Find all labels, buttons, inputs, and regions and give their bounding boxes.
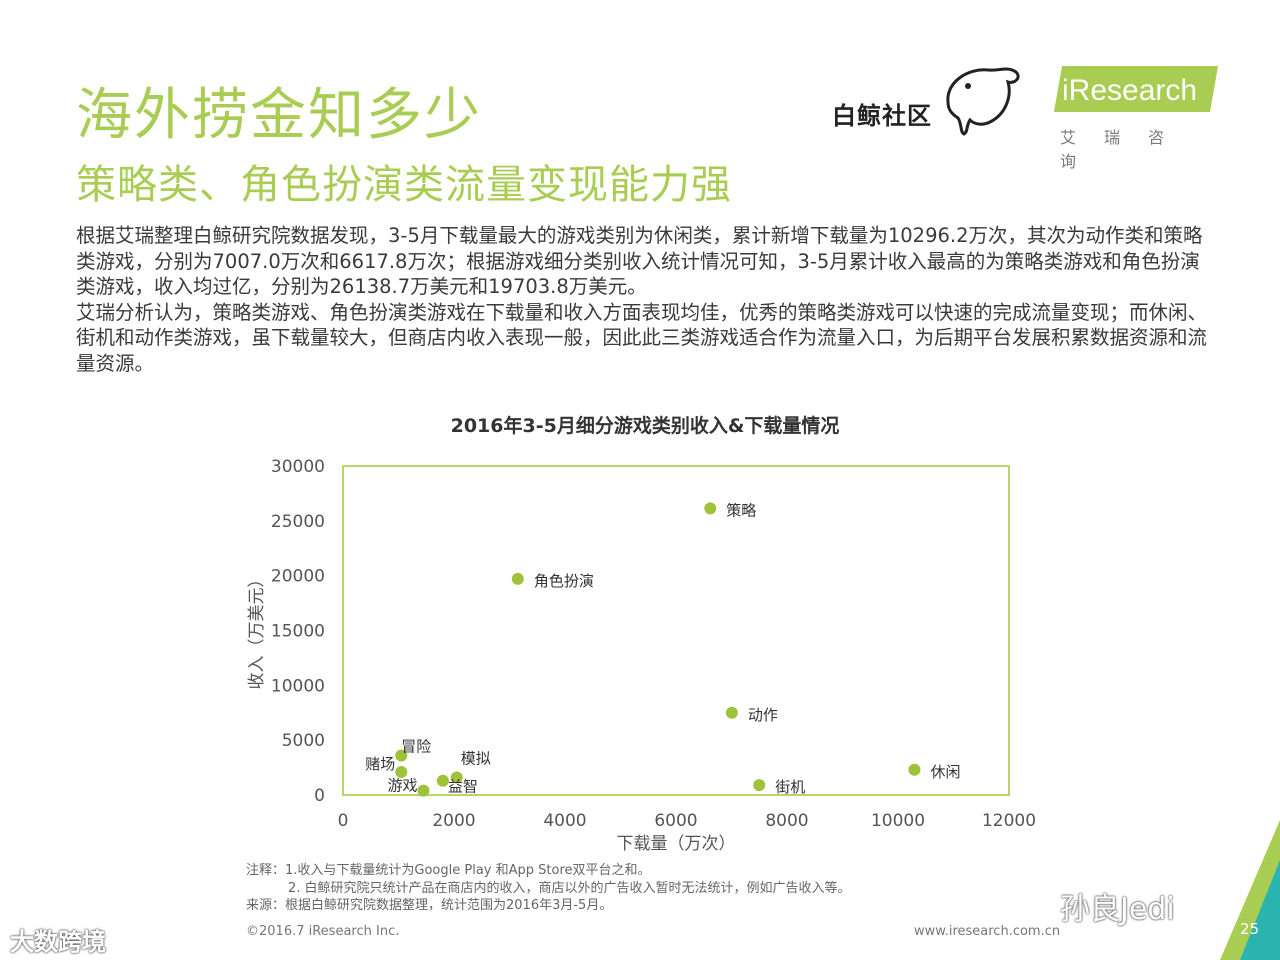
plot-frame	[342, 465, 1010, 796]
y-tick-label: 10000	[271, 676, 325, 696]
data-point-label: 模拟	[461, 749, 491, 767]
data-point	[450, 771, 463, 784]
x-tick-label: 8000	[765, 811, 808, 831]
data-point-label: 策略	[726, 501, 756, 519]
y-axis-ticks: 0 5000 10000 15000 20000 25000 30000	[271, 457, 325, 806]
baijing-logo: 白鲸社区	[832, 62, 1032, 140]
data-point	[395, 765, 408, 778]
scatter-chart: 2016年3-5月细分游戏类别收入&下载量情况 0 5000 10000 15000 2…	[247, 414, 1036, 854]
x-axis-ticks: 0 2000 4000 6000 8000 10000 12000	[338, 811, 1036, 831]
iresearch-logo: iResearch 艾瑞咨询	[1053, 66, 1219, 171]
data-point-label: 益智	[448, 778, 478, 796]
baijing-logo-text: 白鲸社区	[832, 102, 932, 130]
body-text: 根据艾瑞整理白鲸研究院数据发现，3-5月下载量最大的游戏类别为休闲类，累计新增下…	[76, 223, 1216, 376]
data-point	[436, 774, 449, 787]
data-point-label: 街机	[775, 778, 805, 796]
data-point-label: 角色扮演	[534, 572, 594, 590]
data-point	[395, 749, 408, 762]
watermark-right: 孙良Jedi	[1060, 892, 1175, 927]
y-tick-label: 0	[314, 786, 325, 806]
x-tick-label: 4000	[543, 811, 586, 831]
y-axis-label: 收入（万美元）	[247, 571, 267, 690]
data-point-label: 动作	[748, 706, 778, 724]
source-note: 来源：根据白鲸研究院数据整理，统计范围为2016年3月-5月。	[246, 898, 613, 913]
x-tick-label: 10000	[871, 811, 925, 831]
iresearch-logo-text: iResearch	[1062, 74, 1198, 107]
y-tick-label: 25000	[271, 512, 325, 532]
page-number: 25	[1240, 920, 1260, 938]
x-axis-label: 下载量（万次）	[617, 834, 736, 854]
y-tick-label: 30000	[271, 457, 325, 477]
body-paragraph-1: 根据艾瑞整理白鲸研究院数据发现，3-5月下载量最大的游戏类别为休闲类，累计新增下…	[76, 224, 1203, 298]
website-url: www.iresearch.com.cn	[914, 924, 1061, 939]
data-point	[704, 502, 717, 515]
y-tick-label: 5000	[282, 731, 325, 751]
data-point	[753, 779, 766, 792]
page-subtitle: 策略类、角色扮演类流量变现能力强	[76, 162, 732, 208]
x-tick-label: 2000	[432, 811, 475, 831]
whale-icon	[946, 67, 1020, 136]
corner-decoration	[1220, 820, 1280, 960]
footnote-1: 注释：1.收入与下载量统计为Google Play 和App Store双平台之…	[246, 863, 651, 878]
page-title: 海外捞金知多少	[76, 83, 482, 148]
x-tick-label: 6000	[654, 811, 697, 831]
data-point-label: 冒险	[401, 738, 431, 756]
chart-title: 2016年3-5月细分游戏类别收入&下载量情况	[451, 414, 840, 437]
data-point	[417, 784, 430, 797]
data-point	[908, 763, 921, 776]
copyright: ©2016.7 iResearch Inc.	[246, 924, 400, 939]
x-tick-label: 12000	[982, 811, 1036, 831]
data-point-label: 游戏	[387, 777, 417, 795]
footnote-2: 2. 白鲸研究院只统计产品在商店内的收入，商店以外的广告收入暂时无法统计，例如广…	[288, 880, 851, 896]
data-point	[725, 706, 738, 719]
data-point	[511, 572, 524, 585]
body-paragraph-2: 艾瑞分析认为，策略类游戏、角色扮演类游戏在下载量和收入方面表现均佳，优秀的策略类…	[76, 300, 1208, 375]
data-point-label: 休闲	[930, 763, 960, 781]
y-tick-label: 15000	[271, 622, 325, 642]
footnotes: 注释：1.收入与下载量统计为Google Play 和App Store双平台之…	[246, 862, 851, 915]
watermark-left: 大数跨境	[10, 928, 106, 956]
y-tick-label: 20000	[271, 567, 325, 587]
iresearch-logo-subtext: 艾瑞咨询	[1060, 128, 1193, 171]
x-tick-label: 0	[338, 811, 349, 831]
data-point-label: 赌场	[365, 755, 395, 773]
